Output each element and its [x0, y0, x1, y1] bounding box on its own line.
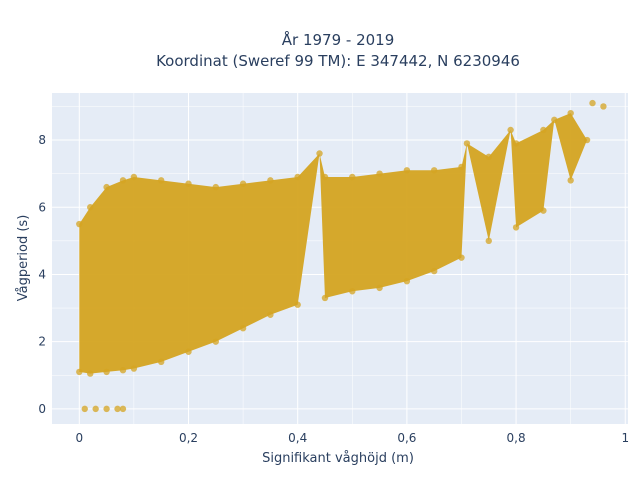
scatter-point: [81, 405, 88, 413]
scatter-point: [212, 183, 219, 191]
scatter-point: [294, 301, 301, 308]
scatter-point: [92, 405, 99, 413]
scatter-point: [583, 136, 591, 144]
scatter-point: [376, 170, 383, 177]
x-axis-title: Signifikant våghöjd (m): [262, 451, 414, 466]
scatter-point: [403, 277, 411, 285]
scatter-point: [540, 126, 547, 134]
x-tick-label: 0,6: [397, 431, 416, 445]
y-tick-label: 0: [38, 402, 46, 416]
scatter-point: [267, 311, 274, 318]
x-tick-label: 0,8: [507, 431, 526, 445]
scatter-point: [321, 173, 329, 181]
scatter-point: [130, 173, 138, 181]
scatter-point: [507, 126, 514, 134]
scatter-point: [119, 405, 127, 413]
scatter-point: [567, 109, 574, 117]
scatter-point: [463, 140, 471, 147]
scatter-point: [430, 167, 438, 174]
scatter-point: [589, 99, 596, 107]
y-tick-label: 2: [38, 335, 46, 349]
scatter-point: [316, 150, 323, 157]
x-tick-label: 0: [75, 431, 83, 445]
scatter-point: [349, 173, 356, 181]
chart-title-line-2: Koordinat (Sweref 99 TM): E 347442, N 62…: [156, 52, 520, 70]
x-axis-ticks: 0 0,2 0,4 0,6 0,8 1: [75, 431, 629, 445]
scatter-envelope: [79, 103, 604, 374]
scatter-point: [130, 365, 138, 372]
scatter-point: [540, 207, 547, 214]
scatter-point: [403, 167, 411, 174]
scatter-point: [119, 367, 127, 374]
scatter-point: [103, 405, 110, 413]
scatter-point: [185, 348, 192, 355]
scatter-density-band: [79, 103, 604, 374]
scatter-point: [485, 153, 492, 161]
scatter-point: [119, 177, 127, 184]
scatter-points: [76, 99, 607, 413]
x-tick-label: 1: [621, 431, 629, 445]
scatter-point: [321, 294, 329, 302]
scatter-point: [157, 358, 165, 366]
scatter-point: [185, 180, 192, 187]
y-tick-label: 4: [38, 267, 46, 281]
scatter-point: [376, 284, 383, 292]
scatter-point: [76, 220, 83, 228]
scatter-point: [76, 368, 83, 376]
scatter-point: [103, 368, 110, 376]
scatter-point: [430, 267, 438, 275]
y-tick-label: 6: [38, 200, 46, 214]
scatter-point: [551, 116, 558, 124]
scatter-point: [157, 177, 165, 184]
scatter-point: [485, 237, 492, 245]
scatter-point: [87, 370, 94, 377]
scatter-point: [458, 163, 465, 171]
scatter-point: [267, 177, 274, 184]
scatter-point: [512, 224, 520, 231]
scatter-point: [114, 405, 121, 413]
scatter-point: [600, 103, 607, 110]
scatter-point: [294, 173, 301, 181]
x-tick-label: 0,4: [288, 431, 307, 445]
scatter-point: [567, 177, 574, 184]
y-axis-ticks: 0 2 4 6 8: [38, 133, 46, 416]
y-tick-label: 8: [38, 133, 46, 147]
scatter-point: [239, 325, 247, 332]
scatter-point: [512, 140, 520, 147]
scatter-point: [212, 338, 219, 345]
scatter-point: [87, 204, 94, 211]
scatter-point: [103, 183, 110, 191]
x-tick-label: 0,2: [179, 431, 198, 445]
scatter-point: [349, 288, 356, 295]
scatter-point: [239, 180, 247, 187]
y-axis-title: Vågperiod (s): [16, 215, 31, 302]
scatter-point: [458, 254, 465, 261]
chart-title-line-1: År 1979 - 2019: [282, 30, 395, 49]
